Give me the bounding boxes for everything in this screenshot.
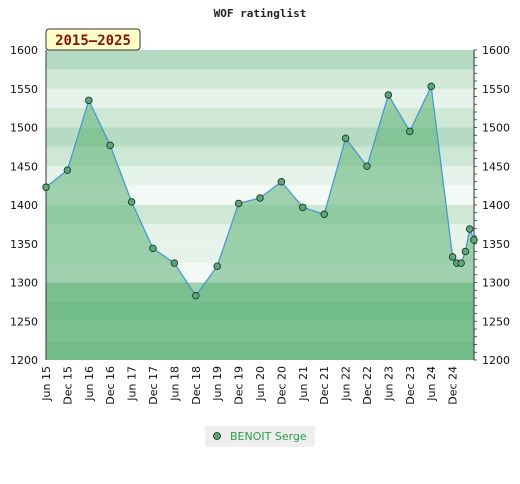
y-tick-label-left: 1450 <box>10 160 38 173</box>
band <box>46 50 474 70</box>
axes: 1200 1200 1250 1250 1300 1300 1350 1350 1400 1400… <box>10 44 510 405</box>
data-point <box>427 82 435 91</box>
y-tick-label-left: 1550 <box>10 83 38 96</box>
x-tick-label: Dec 24 <box>447 366 460 405</box>
y-tick-label-left: 1500 <box>10 122 38 135</box>
y-tick-label-right: 1400 <box>482 199 510 212</box>
date-range-label: 2015–2025 <box>55 33 131 49</box>
y-tick-label-right: 1550 <box>482 83 510 96</box>
data-point <box>470 236 478 244</box>
date-range-badge: 2015–2025 <box>45 28 141 51</box>
x-tick-label: Jun 22 <box>340 366 353 402</box>
data-point <box>170 259 179 267</box>
band <box>46 146 474 167</box>
data-point <box>213 262 221 270</box>
x-tick-label: Jun 15 <box>40 366 53 402</box>
data-point <box>149 244 157 253</box>
data-point <box>448 253 457 261</box>
data-point <box>63 166 72 174</box>
band <box>46 69 474 89</box>
data-point <box>277 177 286 186</box>
data-point <box>85 96 93 105</box>
x-tick-label: Dec 20 <box>275 366 288 405</box>
data-point <box>341 134 350 143</box>
y-tick-label-right: 1350 <box>482 238 510 251</box>
data-point <box>406 127 414 136</box>
data-point <box>106 141 114 150</box>
data-point <box>192 291 200 300</box>
x-tick-label: Dec 17 <box>147 366 160 405</box>
y-tick-label-left: 1400 <box>10 199 38 212</box>
y-tick-label-left: 1250 <box>10 315 38 328</box>
x-tick-label: Jun 17 <box>126 366 139 402</box>
data-point <box>457 259 465 267</box>
y-tick-label-right: 1250 <box>482 315 510 328</box>
legend-series-label: BENOIT Serge <box>230 430 307 443</box>
x-tick-label: Jun 18 <box>168 366 181 402</box>
data-point <box>299 203 307 212</box>
x-tick-label: Dec 23 <box>404 366 417 405</box>
data-point <box>320 210 328 219</box>
band <box>46 108 474 128</box>
data-point <box>42 183 50 191</box>
data-point <box>384 91 393 99</box>
data-point <box>234 199 243 208</box>
x-tick-label: Dec 18 <box>190 366 203 405</box>
y-tick-label-left: 1600 <box>10 44 38 57</box>
y-tick-label-left: 1200 <box>10 354 38 367</box>
x-tick-label: Jun 20 <box>254 366 267 402</box>
data-point <box>127 198 136 206</box>
data-point <box>465 225 474 233</box>
y-tick-label-left: 1300 <box>10 277 38 290</box>
data-point <box>461 247 470 256</box>
y-tick-label-right: 1450 <box>482 160 510 173</box>
x-tick-label: Jun 19 <box>211 366 224 402</box>
x-tick-label: Dec 16 <box>104 366 117 405</box>
x-tick-label: Dec 15 <box>61 366 74 405</box>
legend-marker-icon <box>213 432 221 440</box>
y-tick-label-left: 1350 <box>10 238 38 251</box>
x-tick-label: Dec 21 <box>318 366 331 405</box>
y-tick-label-right: 1500 <box>482 122 510 135</box>
x-tick-label: Dec 19 <box>233 366 246 405</box>
band <box>46 127 474 147</box>
legend[interactable]: BENOIT Serge <box>205 426 315 447</box>
x-tick-label: Jun 24 <box>425 366 438 402</box>
series-area <box>46 86 474 361</box>
chart-title: WOF ratinglist <box>214 7 307 20</box>
data-point <box>256 194 264 202</box>
data-points <box>42 82 478 300</box>
y-tick-label-right: 1300 <box>482 277 510 290</box>
x-tick-label: Dec 22 <box>361 366 374 405</box>
x-tick-label: Jun 23 <box>382 366 395 402</box>
band <box>46 88 474 109</box>
y-tick-label-right: 1600 <box>482 44 510 57</box>
x-tick-label: Jun 21 <box>297 366 310 402</box>
data-point <box>363 162 371 170</box>
y-tick-label-right: 1200 <box>482 354 510 367</box>
x-tick-label: Jun 16 <box>83 366 96 402</box>
